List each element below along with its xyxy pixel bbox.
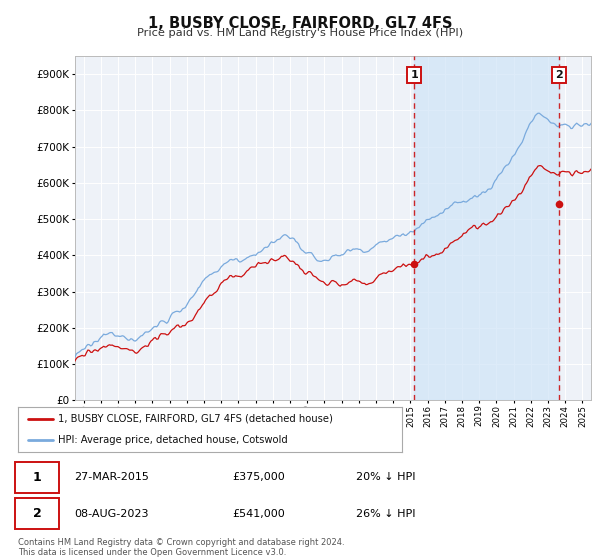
Text: 1, BUSBY CLOSE, FAIRFORD, GL7 4FS: 1, BUSBY CLOSE, FAIRFORD, GL7 4FS [148,16,452,31]
Bar [415,56,559,400]
Text: 2: 2 [555,70,563,80]
Text: 20% ↓ HPI: 20% ↓ HPI [356,473,416,482]
Text: 2: 2 [33,507,41,520]
Text: £375,000: £375,000 [232,473,285,482]
Text: 08-AUG-2023: 08-AUG-2023 [74,509,149,519]
Text: £541,000: £541,000 [232,509,285,519]
Text: 26% ↓ HPI: 26% ↓ HPI [356,509,416,519]
Text: Contains HM Land Registry data © Crown copyright and database right 2024.
This d: Contains HM Land Registry data © Crown c… [18,538,344,557]
FancyBboxPatch shape [15,462,59,493]
FancyBboxPatch shape [15,498,59,529]
Text: 27-MAR-2015: 27-MAR-2015 [74,473,149,482]
Text: 1: 1 [410,70,418,80]
Text: 1: 1 [33,471,41,484]
Text: 1, BUSBY CLOSE, FAIRFORD, GL7 4FS (detached house): 1, BUSBY CLOSE, FAIRFORD, GL7 4FS (detac… [58,414,333,424]
Text: Price paid vs. HM Land Registry's House Price Index (HPI): Price paid vs. HM Land Registry's House … [137,28,463,38]
Text: HPI: Average price, detached house, Cotswold: HPI: Average price, detached house, Cots… [58,435,288,445]
